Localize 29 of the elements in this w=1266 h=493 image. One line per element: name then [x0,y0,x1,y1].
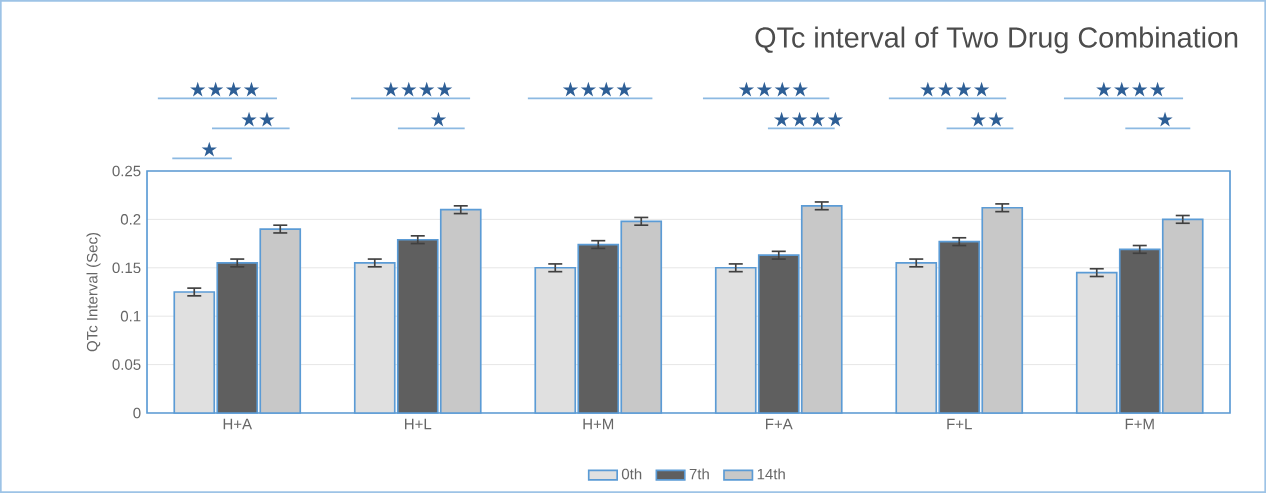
text: ★★ [241,111,275,127]
x-tick-label: F+M [1125,418,1154,430]
x-tick-label: H+A [223,418,253,430]
y-tick-label: 0.05 [112,359,141,370]
y-axis-title: QTc Interval (Sec) [86,232,101,352]
text: ★★★★ [1096,81,1166,97]
y-tick-label: 0.2 [120,214,141,225]
x-tick-label: H+L [405,418,432,430]
y-tick-label: 0.25 [112,165,141,177]
text: ★★ [970,111,1004,127]
y-tick-label: 0.15 [112,262,141,274]
chart-title: QTc interval of Two Drug Combination [755,26,1238,54]
y-tick-label: 0 [133,407,141,419]
text: ★★★★ [920,81,990,97]
text: ★★★★ [383,81,453,97]
y-tick-label: 0.1 [120,310,141,322]
x-tick-label: F+A [766,418,793,430]
text: ★★★★ [562,81,632,97]
text: ★ [201,141,217,157]
legend-label: 7th [689,468,709,480]
legend-label: 14th [757,468,785,480]
text: ★★★★ [190,81,260,97]
x-tick-label: H+M [583,418,614,430]
text: ★★★★ [773,111,844,127]
text: ★ [1157,111,1173,127]
x-tick-label: F+L [947,418,972,430]
text: ★★★★ [738,81,808,97]
legend-label: 0th [621,468,642,480]
text: ★ [430,111,447,127]
